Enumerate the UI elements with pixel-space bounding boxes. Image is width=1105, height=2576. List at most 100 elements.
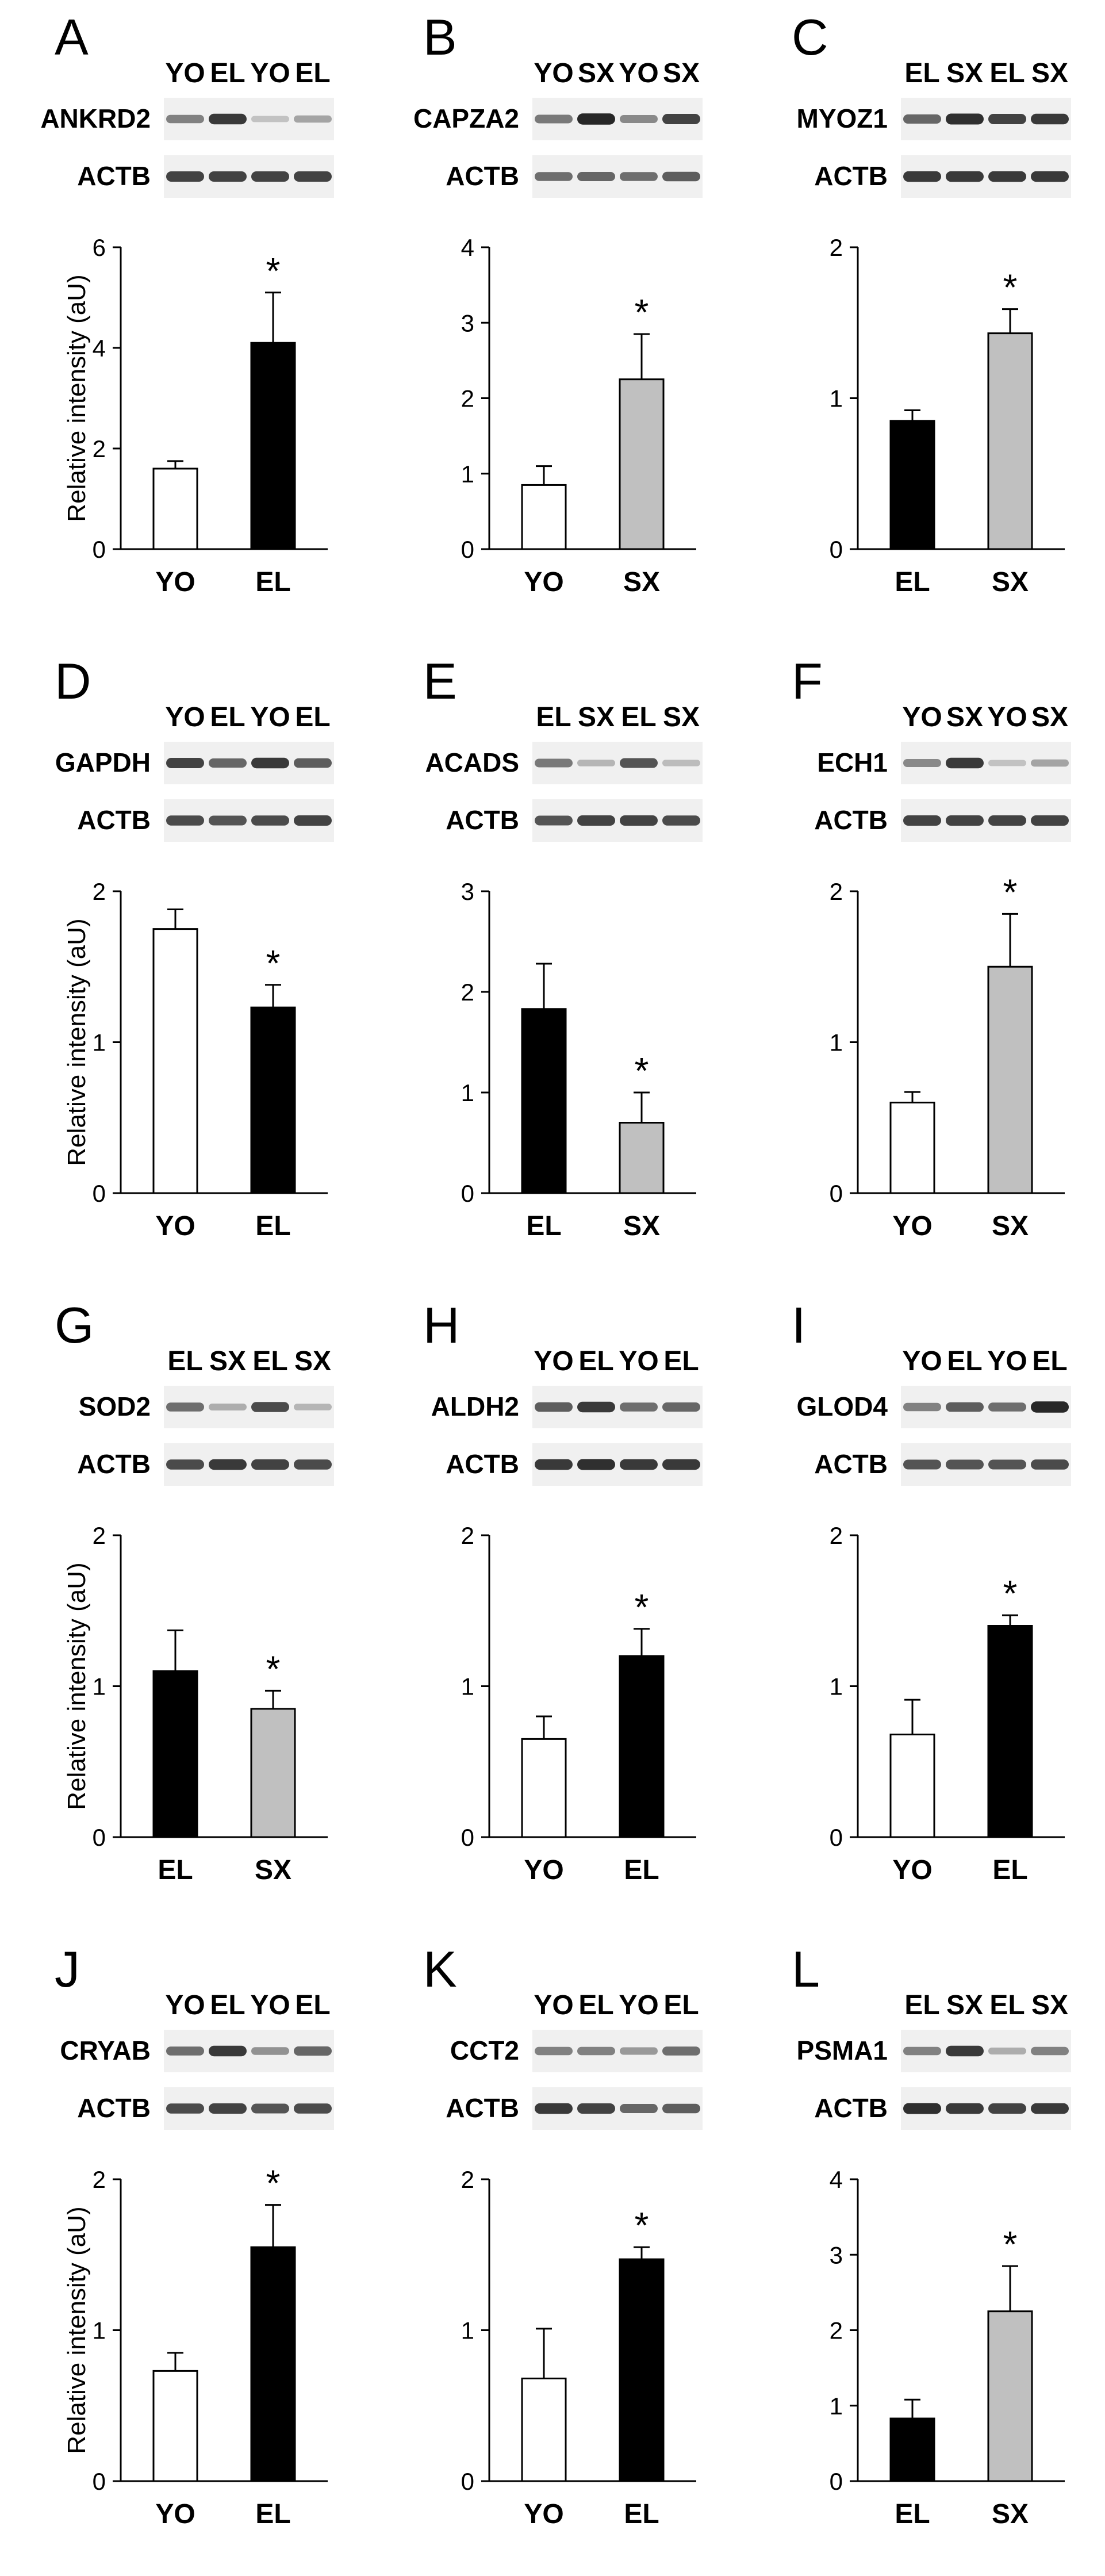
- lane-label: EL: [295, 58, 330, 89]
- lane-label: EL: [295, 702, 330, 733]
- blot-band: [620, 1459, 658, 1470]
- blot-label: ACADS: [425, 747, 519, 777]
- lane-label: YO: [534, 1990, 573, 2021]
- blot-label: MYOZ1: [797, 103, 888, 133]
- blot-band: [620, 2047, 658, 2055]
- blot-band: [209, 758, 247, 768]
- lane-label: YO: [619, 1346, 658, 1377]
- lane-label: SX: [663, 702, 700, 733]
- lane-label: YO: [534, 58, 573, 89]
- blot-band: [946, 113, 984, 125]
- y-tick-label: 1: [830, 385, 843, 412]
- blot-band: [620, 758, 658, 768]
- lane-label: EL: [210, 1990, 245, 2021]
- lane-label: YO: [987, 702, 1027, 733]
- panel-d-letter: D: [55, 653, 91, 710]
- blot-band: [535, 172, 573, 181]
- blot-band: [294, 815, 332, 826]
- blot-band: [251, 2047, 289, 2055]
- lane-label: YO: [165, 702, 205, 733]
- y-tick-label: 3: [830, 2241, 843, 2268]
- lane-label: YO: [165, 1990, 205, 2021]
- blot-band: [620, 815, 658, 826]
- x-tick-label: EL: [895, 567, 930, 597]
- x-tick-label: SX: [255, 1855, 291, 1885]
- lane-label: EL: [210, 702, 245, 733]
- blot-band: [662, 815, 700, 826]
- blot-band: [946, 1402, 984, 1412]
- lane-label: YO: [987, 1346, 1027, 1377]
- blot-label: ACTB: [446, 161, 519, 191]
- blot-label: ACTB: [446, 2093, 519, 2123]
- blot-band: [988, 1402, 1026, 1412]
- x-tick-label: YO: [155, 567, 195, 597]
- blot-label: ANKRD2: [40, 103, 151, 133]
- y-tick-label: 2: [461, 2166, 474, 2193]
- lane-label: EL: [621, 702, 656, 733]
- blot-band: [209, 2045, 247, 2057]
- y-tick-label: 1: [830, 1673, 843, 1700]
- y-axis-label: Relative intensity (aU): [63, 274, 91, 522]
- x-tick-label: YO: [892, 1211, 932, 1241]
- y-tick-label: 0: [830, 1824, 843, 1851]
- blot-band: [577, 760, 615, 766]
- y-tick-label: 6: [93, 234, 106, 261]
- bar-yo: [889, 1734, 935, 1838]
- blot-band: [166, 2103, 204, 2114]
- y-tick-label: 0: [93, 2468, 106, 2495]
- blot-band: [251, 171, 289, 182]
- blot-label: SOD2: [79, 1392, 151, 1421]
- blot-label: CRYAB: [60, 2035, 151, 2065]
- x-tick-label: EL: [992, 1855, 1027, 1885]
- blot-band: [209, 1459, 247, 1470]
- lane-label: YO: [619, 58, 658, 89]
- blot-label: ACTB: [814, 1449, 888, 1479]
- blot-band: [209, 2103, 247, 2114]
- x-tick-label: SX: [623, 1211, 660, 1241]
- significance-marker: *: [266, 2163, 281, 2204]
- blot-label: ACTB: [446, 805, 519, 835]
- blot-band: [251, 1459, 289, 1470]
- bar-el: [987, 1625, 1033, 1838]
- lane-label: EL: [578, 1346, 613, 1377]
- panel-l-letter: L: [792, 1941, 820, 1998]
- blot-band: [251, 757, 289, 769]
- lane-label: SX: [209, 1346, 246, 1377]
- lane-label: EL: [904, 1990, 939, 2021]
- y-tick-label: 0: [830, 1180, 843, 1207]
- blot-band: [988, 114, 1026, 124]
- x-tick-label: YO: [892, 1855, 932, 1885]
- blot-label: CAPZA2: [413, 103, 519, 133]
- x-tick-label: EL: [895, 2499, 930, 2529]
- blot-label: ACTB: [446, 1449, 519, 1479]
- blot-band: [1031, 2103, 1069, 2114]
- blot-band: [662, 2046, 700, 2056]
- blot-band: [903, 815, 941, 826]
- panel-a-letter: A: [55, 9, 89, 66]
- bar-el: [619, 1655, 665, 1838]
- y-tick-label: 2: [93, 878, 106, 905]
- blot-band: [577, 172, 615, 181]
- y-axis-label: Relative intensity (aU): [63, 1562, 91, 1810]
- blot-band: [1031, 815, 1069, 826]
- x-tick-label: EL: [255, 2499, 290, 2529]
- blot-band: [166, 114, 204, 124]
- blot-band: [903, 1402, 941, 1412]
- panel-j-letter: J: [55, 1941, 80, 1998]
- blot-band: [577, 1401, 615, 1413]
- lane-label: EL: [295, 1990, 330, 2021]
- blot-band: [988, 815, 1026, 826]
- lane-label: SX: [1031, 1990, 1068, 2021]
- lane-label: EL: [663, 1990, 699, 2021]
- y-tick-label: 0: [461, 536, 474, 563]
- significance-marker: *: [266, 1648, 281, 1689]
- bar-sx: [987, 965, 1033, 1194]
- blot-band: [903, 171, 941, 182]
- x-tick-label: SX: [992, 567, 1029, 597]
